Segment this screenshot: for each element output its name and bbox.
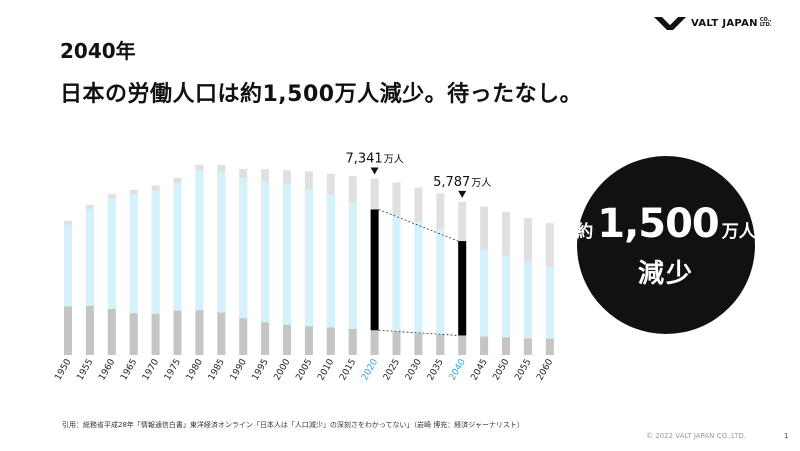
bar-working-age-1985 xyxy=(217,171,226,313)
annotation-unit-2040: 万人 xyxy=(471,177,491,189)
bar-working-age-2010 xyxy=(326,194,335,328)
x-tick-label-1970: 1970 xyxy=(141,357,161,382)
bar-working-age-1955 xyxy=(85,208,94,306)
x-tick-label-1955: 1955 xyxy=(75,358,95,383)
x-tick-label-2050: 2050 xyxy=(491,357,511,382)
x-tick-label-1980: 1980 xyxy=(185,357,205,382)
x-tick-label-1990: 1990 xyxy=(229,357,249,382)
bar-young-2025 xyxy=(392,332,401,355)
x-tick-label-2010: 2010 xyxy=(316,357,336,382)
x-tick-label-2030: 2030 xyxy=(404,357,424,382)
x-tick-label-2055: 2055 xyxy=(513,358,533,383)
bar-young-2045 xyxy=(480,336,489,355)
bar-working-age-1975 xyxy=(173,183,182,311)
bar-working-age-1965 xyxy=(129,194,138,314)
bar-working-age-1990 xyxy=(239,178,248,319)
bar-working-age-2005 xyxy=(304,189,313,327)
handshake-logo-icon xyxy=(654,17,686,30)
bar-working-age-2055 xyxy=(523,262,532,339)
bar-working-age-1950 xyxy=(64,224,72,307)
bar-young-2010 xyxy=(326,327,335,355)
bar-young-1950 xyxy=(64,306,72,355)
bar-young-1990 xyxy=(239,318,248,355)
bar-young-1980 xyxy=(195,310,204,355)
x-tick-label-2015: 2015 xyxy=(338,358,358,383)
bar-working-age-1980 xyxy=(195,170,204,311)
x-tick-label-2005: 2005 xyxy=(294,358,314,383)
bar-highlight-2040 xyxy=(458,241,467,336)
x-tick-label-1960: 1960 xyxy=(97,357,117,382)
bar-working-age-1995 xyxy=(261,180,270,323)
x-tick-label-1975: 1975 xyxy=(163,358,183,383)
bar-young-1960 xyxy=(107,309,116,355)
x-tick-label-2045: 2045 xyxy=(470,358,490,383)
bar-young-2015 xyxy=(348,328,357,355)
bar-young-1975 xyxy=(173,310,182,355)
company-logo: VALT JAPAN CO., LTD. xyxy=(653,14,772,32)
bar-young-1970 xyxy=(151,313,160,355)
annotation-arrow-2040 xyxy=(458,190,467,198)
badge-number: 1,500 xyxy=(597,200,720,247)
x-tick-label-2040: 2040 xyxy=(448,357,468,382)
title-year: 2040年 xyxy=(60,39,136,63)
x-tick-label-2025: 2025 xyxy=(382,358,402,383)
decrease-badge: 約 1,500 万人 減少 xyxy=(576,156,756,334)
x-tick-label-1985: 1985 xyxy=(207,358,227,383)
logo-suffix-bottom: LTD. xyxy=(759,22,772,28)
bar-young-2050 xyxy=(502,337,510,355)
bar-young-2060 xyxy=(545,338,554,355)
annotation-value-2020: 7,341 xyxy=(345,152,382,167)
bar-working-age-1960 xyxy=(107,198,116,310)
bar-highlight-2020 xyxy=(370,209,379,331)
bar-working-age-2015 xyxy=(348,202,357,329)
logo-text: VALT JAPAN xyxy=(691,17,758,29)
bar-young-2000 xyxy=(283,324,291,355)
bar-young-1955 xyxy=(85,305,94,355)
bar-working-age-2050 xyxy=(502,255,510,338)
annotation-arrow-2020 xyxy=(370,167,379,175)
x-tick-label-1950: 1950 xyxy=(53,357,73,382)
bar-young-2020 xyxy=(370,330,379,355)
x-tick-label-2000: 2000 xyxy=(272,357,292,382)
bar-young-1985 xyxy=(217,312,226,355)
bar-working-age-2030 xyxy=(414,221,423,334)
copyright: © 2022 VALT JAPAN CO.,LTD. xyxy=(646,432,746,440)
bar-working-age-2060 xyxy=(545,266,554,339)
bar-working-age-2025 xyxy=(392,215,401,333)
bar-working-age-2035 xyxy=(436,229,445,335)
headline: 日本の労働人口は約1,500万人減少。待ったなし。 xyxy=(60,82,583,107)
source-footnote: 引用：総務省平成28年「情報通信白書」東洋経済オンライン「日本人は「人口減少」の… xyxy=(62,421,524,429)
logo-suffix: CO., LTD. xyxy=(760,18,772,28)
annotation-value-2040: 5,787 xyxy=(433,175,470,190)
x-tick-label-2020: 2020 xyxy=(360,357,380,382)
logo-suffix-top: CO., xyxy=(759,17,772,23)
bar-young-2005 xyxy=(304,326,313,355)
badge-amount-row: 約 1,500 万人 xyxy=(576,201,756,247)
bar-young-2040 xyxy=(458,335,467,355)
connector-bottom-line xyxy=(378,329,459,336)
page-number: 1 xyxy=(784,432,789,440)
bar-working-age-2045 xyxy=(480,249,489,337)
bar-young-2055 xyxy=(523,338,532,355)
annotation-2020: 7,341万人 xyxy=(345,152,403,167)
bar-young-1995 xyxy=(261,322,270,355)
badge-prefix: 約 xyxy=(576,221,594,242)
bar-young-1965 xyxy=(129,313,138,355)
x-tick-label-2035: 2035 xyxy=(426,358,446,383)
badge-unit: 万人 xyxy=(721,221,756,242)
x-tick-label-1995: 1995 xyxy=(251,358,271,383)
annotation-unit-2020: 万人 xyxy=(384,154,404,166)
x-tick-label-2060: 2060 xyxy=(535,357,555,382)
bar-working-age-1970 xyxy=(151,190,160,314)
bar-young-2035 xyxy=(436,334,445,355)
bar-young-2030 xyxy=(414,333,423,355)
x-tick-label-1965: 1965 xyxy=(119,358,139,383)
bar-working-age-2000 xyxy=(283,184,291,325)
annotation-2040: 5,787万人 xyxy=(433,175,491,190)
badge-subtext: 減少 xyxy=(637,258,694,289)
